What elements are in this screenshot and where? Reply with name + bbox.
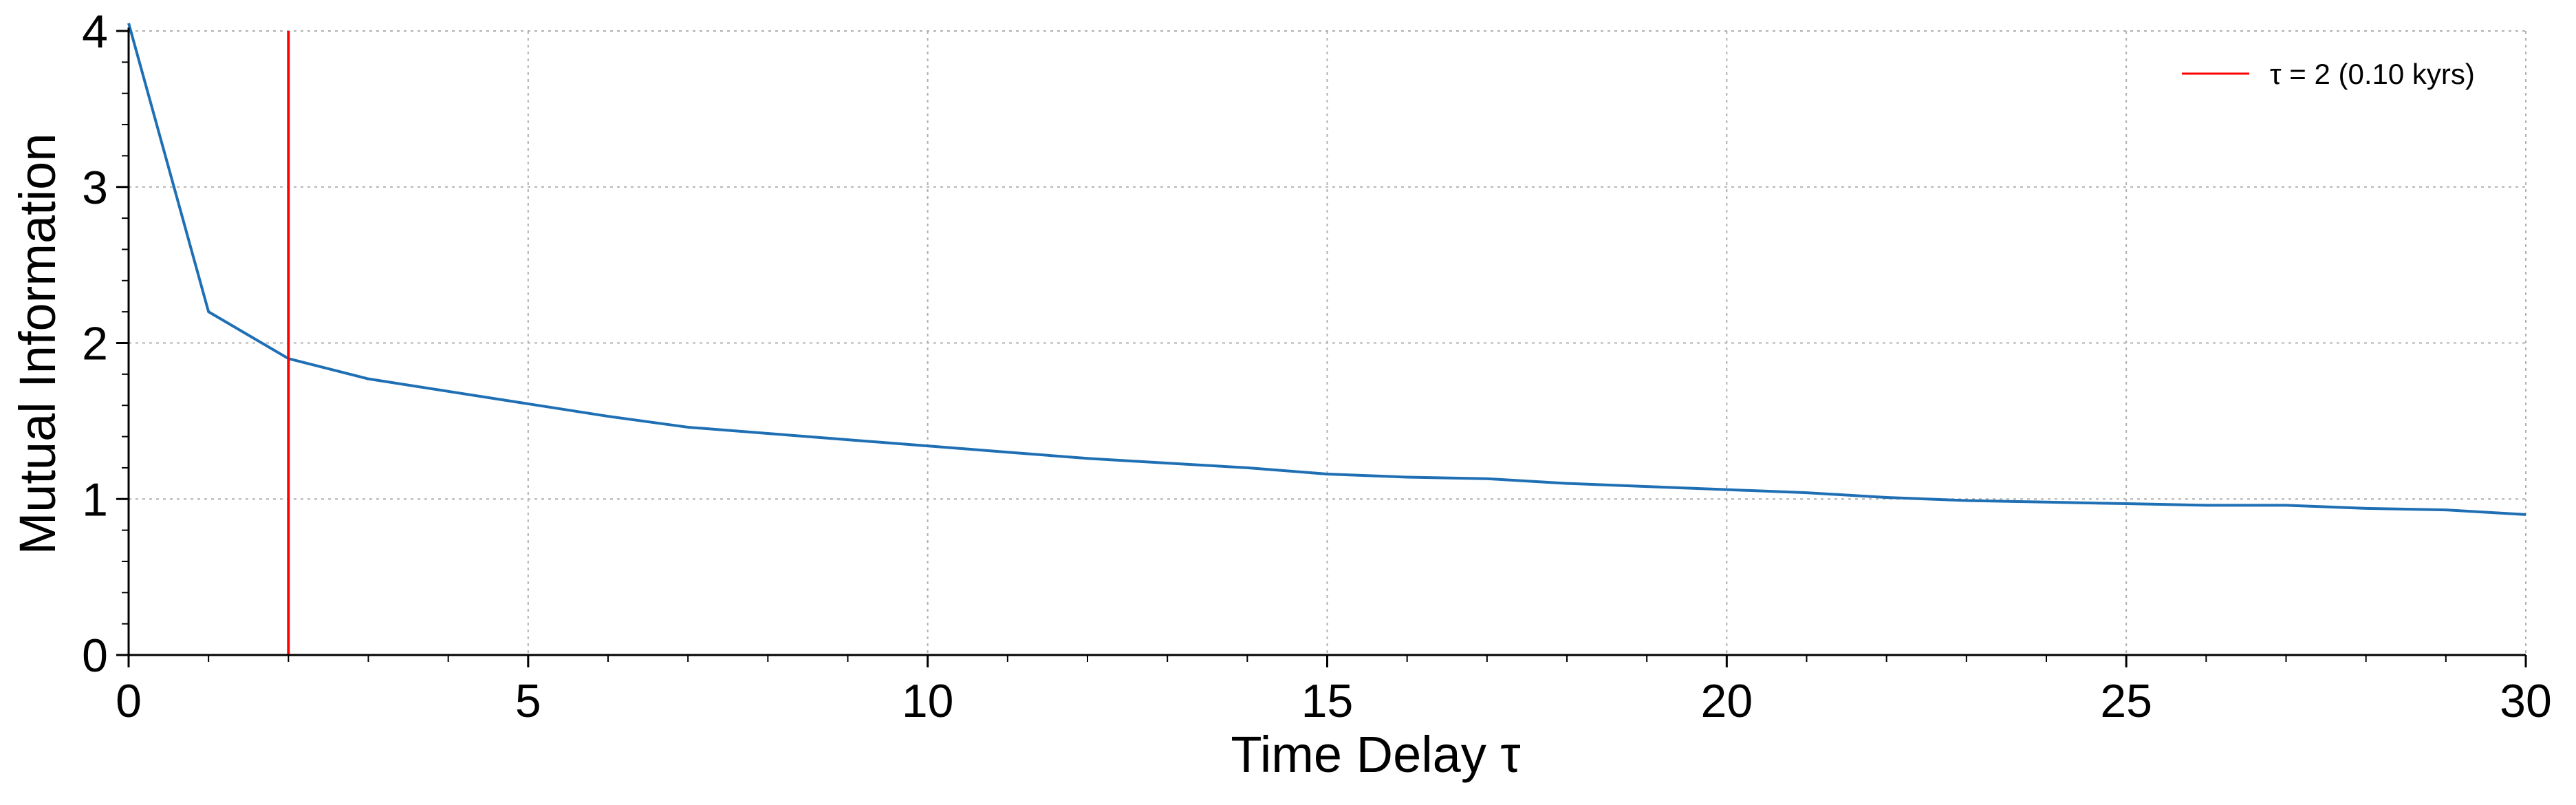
x-tick-label: 0 [116,675,142,727]
y-tick-label: 2 [82,318,108,370]
mutual-information-series [127,23,2526,516]
grid [128,30,2526,656]
x-tick-label: 20 [1701,675,1753,727]
x-tick-label: 30 [2500,675,2552,727]
x-tick-label: 5 [515,675,541,727]
y-tick-label: 1 [82,473,108,526]
y-axis-label: Mutual Information [9,133,66,555]
x-tick-label: 15 [1301,675,1354,727]
ticks: 0 5 10 15 20 25 30 0 1 2 3 4 [82,6,2552,727]
series-layer [127,23,2526,516]
y-tick-label: 3 [82,162,108,214]
x-tick-label: 25 [2100,675,2152,727]
y-tick-label: 0 [82,630,108,682]
x-tick-label: 10 [902,675,954,727]
x-axis-label: Time Delay τ [1231,726,1520,783]
legend: τ = 2 (0.10 kyrs) [2160,48,2518,98]
y-tick-label: 4 [82,6,108,58]
legend-label: τ = 2 (0.10 kyrs) [2270,58,2475,90]
